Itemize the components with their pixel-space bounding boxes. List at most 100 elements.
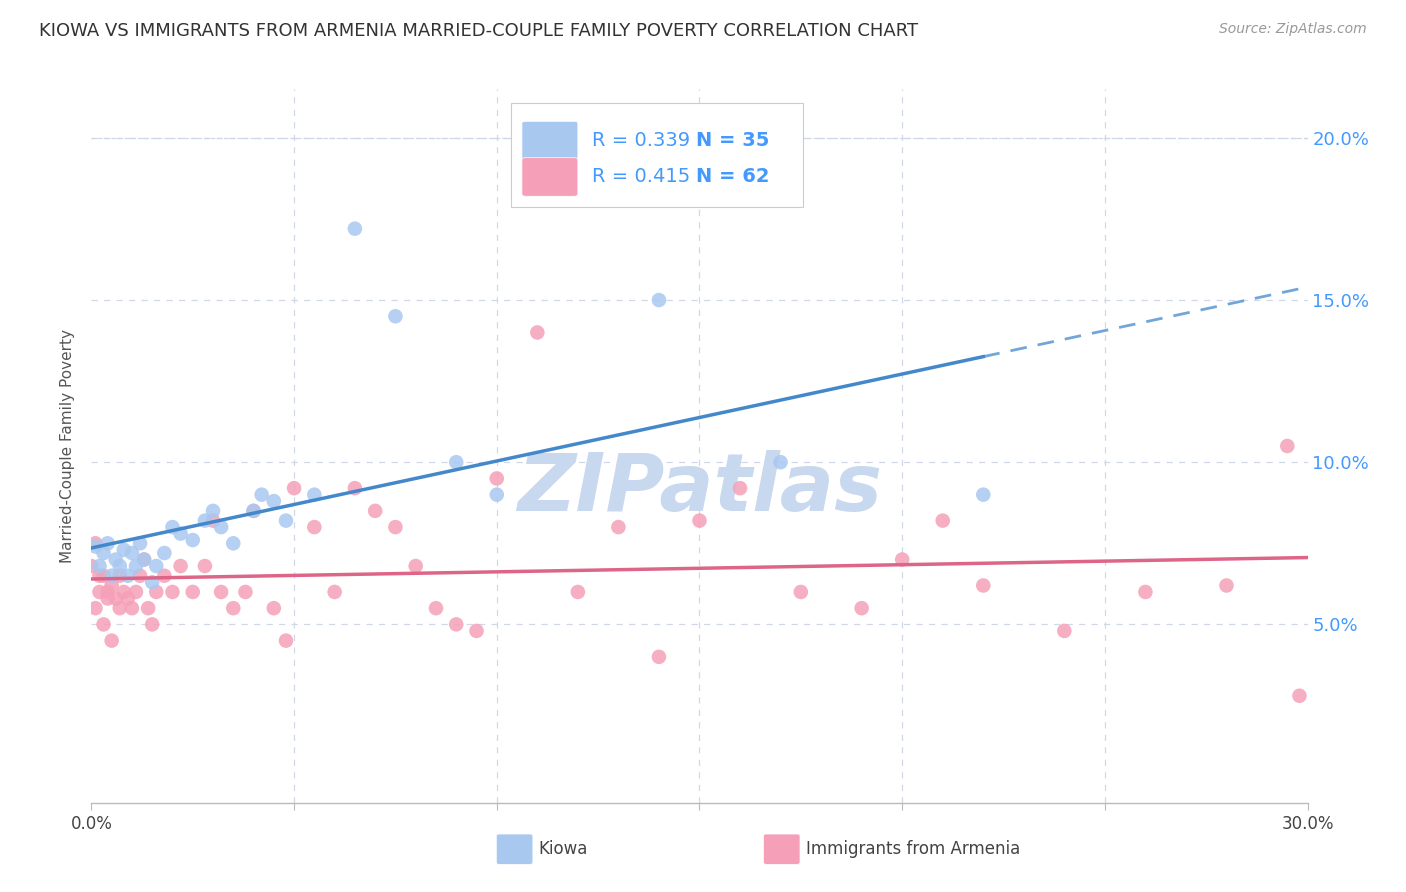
Point (112, 542, 135, 557)
Point (209, 520, 232, 534)
Point (728, 481, 751, 495)
Point (104, 552, 127, 566)
Point (405, 559, 427, 574)
Point (263, 601, 285, 615)
Point (181, 533, 204, 547)
Point (97, 585, 120, 599)
FancyBboxPatch shape (496, 834, 533, 864)
Point (125, 585, 148, 599)
Point (323, 585, 346, 599)
Y-axis label: Married-Couple Family Poverty: Married-Couple Family Poverty (60, 329, 76, 563)
Point (145, 559, 167, 574)
Point (1288, 689, 1310, 703)
Point (112, 585, 135, 599)
Point (84, 601, 107, 615)
Point (108, 559, 131, 574)
Point (485, 488, 508, 502)
Point (242, 504, 264, 518)
Point (1215, 578, 1237, 592)
Point (343, 481, 366, 495)
Point (153, 568, 176, 582)
Point (162, 520, 184, 534)
Point (129, 536, 152, 550)
Point (851, 601, 873, 615)
Point (688, 514, 710, 528)
Point (100, 578, 122, 592)
Text: N = 62: N = 62 (696, 168, 769, 186)
Point (222, 536, 245, 550)
Point (121, 601, 143, 615)
Point (769, 455, 792, 469)
Point (125, 559, 148, 574)
Point (129, 568, 152, 582)
Point (274, 633, 297, 648)
Point (97, 536, 120, 550)
Text: Immigrants from Armenia: Immigrants from Armenia (806, 840, 1019, 858)
Point (84, 536, 107, 550)
Point (141, 575, 163, 590)
Point (274, 514, 297, 528)
Point (117, 591, 139, 606)
Point (117, 568, 139, 582)
FancyBboxPatch shape (522, 158, 578, 196)
Point (425, 601, 447, 615)
Point (364, 504, 387, 518)
Point (790, 585, 813, 599)
Point (263, 494, 285, 508)
Point (93, 568, 115, 582)
Point (931, 514, 953, 528)
Point (567, 585, 589, 599)
Point (209, 585, 232, 599)
Text: Kiowa: Kiowa (538, 840, 588, 858)
Point (100, 633, 122, 648)
Point (972, 488, 994, 502)
Point (250, 488, 273, 502)
Point (93, 546, 115, 560)
Point (194, 559, 217, 574)
Point (121, 546, 143, 560)
Point (108, 568, 131, 582)
FancyBboxPatch shape (763, 834, 800, 864)
Point (202, 514, 225, 528)
Point (343, 221, 366, 235)
Point (304, 520, 326, 534)
Point (104, 591, 127, 606)
Point (89, 568, 111, 582)
Point (242, 504, 264, 518)
Point (153, 546, 176, 560)
Point (97, 591, 120, 606)
Point (162, 585, 184, 599)
Point (194, 514, 217, 528)
Point (485, 471, 508, 485)
Point (526, 326, 548, 340)
Point (384, 310, 406, 324)
Point (444, 455, 467, 469)
Text: Source: ZipAtlas.com: Source: ZipAtlas.com (1219, 22, 1367, 37)
Point (84, 540, 107, 554)
FancyBboxPatch shape (522, 121, 578, 160)
Text: R = 0.339: R = 0.339 (592, 131, 690, 150)
Text: R = 0.415: R = 0.415 (592, 168, 690, 186)
Point (222, 601, 245, 615)
Text: ZIPatlas: ZIPatlas (517, 450, 882, 528)
Point (648, 649, 671, 664)
Point (141, 617, 163, 632)
Point (202, 504, 225, 518)
Point (169, 559, 191, 574)
Point (465, 624, 488, 638)
Point (972, 578, 994, 592)
Point (444, 617, 467, 632)
Point (108, 601, 131, 615)
Point (89, 559, 111, 574)
Point (93, 617, 115, 632)
Point (304, 488, 326, 502)
Point (891, 552, 914, 566)
Point (648, 293, 671, 307)
Point (1135, 585, 1157, 599)
FancyBboxPatch shape (510, 103, 803, 207)
Point (181, 585, 204, 599)
Point (283, 481, 305, 495)
Text: KIOWA VS IMMIGRANTS FROM ARMENIA MARRIED-COUPLE FAMILY POVERTY CORRELATION CHART: KIOWA VS IMMIGRANTS FROM ARMENIA MARRIED… (39, 22, 918, 40)
Text: N = 35: N = 35 (696, 131, 769, 150)
Point (132, 552, 155, 566)
